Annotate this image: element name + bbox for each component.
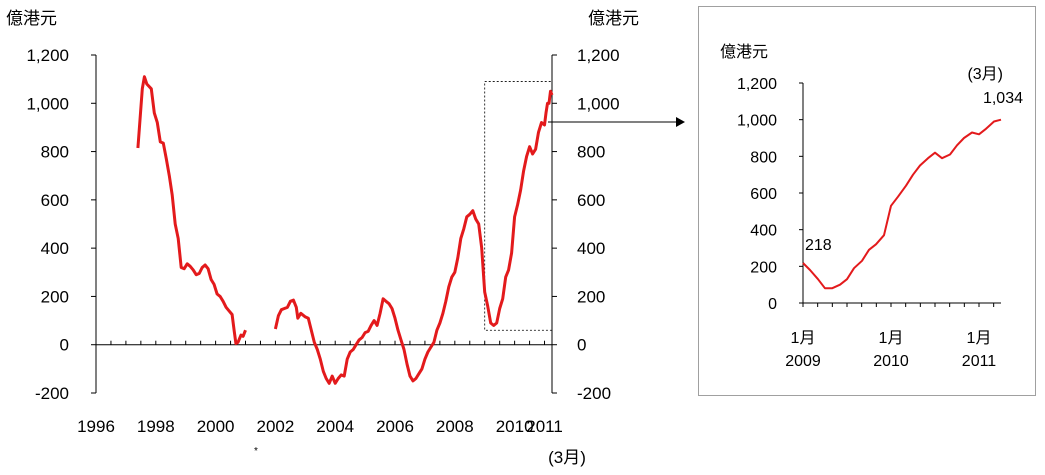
inset-unit-label: 億港元	[720, 43, 768, 61]
left-y-tick-label: 1,200	[26, 46, 69, 65]
inset-x-tick-label-year: 2009	[785, 353, 821, 370]
inset-y-tick-label: 200	[750, 259, 777, 276]
left-y-tick-label: 400	[41, 239, 69, 258]
inset-x-tick-label-year: 2010	[873, 353, 909, 370]
inset-y-tick-label: 800	[750, 149, 777, 166]
left-unit-label: 億港元	[6, 9, 57, 28]
inset-chart: 億港元 0 200 400 600 800 1,000 1,200 1月 2009 1月 2010 1月…	[698, 6, 1036, 396]
inset-annotation-end-note: (3月)	[967, 66, 1003, 83]
inset-annotation-end: 1,034	[983, 90, 1023, 107]
x-tick-label: 1998	[137, 417, 175, 436]
main-chart: -200 -200 0 0 200 200 400 400 600 600 800 800 1,000 1…	[6, 9, 639, 467]
left-y-tick-label: 0	[60, 336, 69, 355]
right-y-tick-label: 1,200	[577, 46, 620, 65]
right-y-tick-label: 1,000	[577, 94, 620, 113]
right-y-tick-label: -200	[577, 384, 611, 403]
series-line-segment-1	[273, 89, 554, 385]
inset-x-tick-label-year: 2011	[962, 353, 997, 370]
left-y-tick-label: -200	[35, 384, 69, 403]
x-tick-label: 2011	[526, 417, 563, 436]
right-y-tick-label: 400	[577, 239, 605, 258]
inset-y-tick-label: 1,000	[737, 113, 777, 130]
inset-x-tick-label-month: 1月	[791, 330, 816, 347]
right-y-tick-label: 200	[577, 287, 605, 306]
right-y-tick-label: 0	[577, 336, 586, 355]
zoom-highlight-box	[484, 81, 553, 331]
inset-y-tick-label: 600	[750, 186, 777, 203]
x-tick-label: 2002	[256, 417, 294, 436]
right-y-tick-label: 800	[577, 143, 605, 162]
x-tick-label: 2000	[197, 417, 235, 436]
inset-y-tick-label: 400	[750, 223, 777, 240]
x-tick-label: 2006	[376, 417, 414, 436]
footnote-mark: *	[254, 446, 258, 457]
left-y-tick-label: 1,000	[26, 94, 69, 113]
inset-x-tick-label-month: 1月	[879, 330, 904, 347]
zoom-connector-arrow	[548, 117, 685, 127]
inset-y-tick-label: 1,200	[737, 76, 777, 93]
inset-annotation-start: 218	[805, 237, 832, 254]
series-line-segment-0	[136, 75, 247, 345]
inset-y-tick-label: 0	[768, 296, 777, 313]
x-tick-label: 2008	[436, 417, 474, 436]
x-tick-label: 2004	[316, 417, 354, 436]
left-y-tick-label: 600	[41, 191, 69, 210]
x-tick-label: 1996	[77, 417, 115, 436]
right-unit-label: 億港元	[588, 9, 639, 28]
inset-frame	[698, 6, 1036, 396]
right-y-tick-label: 600	[577, 191, 605, 210]
left-y-tick-label: 200	[41, 287, 69, 306]
inset-x-tick-label-month: 1月	[967, 330, 992, 347]
x-tick-note: (3月)	[548, 448, 586, 467]
x-tick-label: 2010	[496, 417, 534, 436]
left-y-tick-label: 800	[41, 143, 69, 162]
inset-series-line	[802, 118, 1002, 290]
